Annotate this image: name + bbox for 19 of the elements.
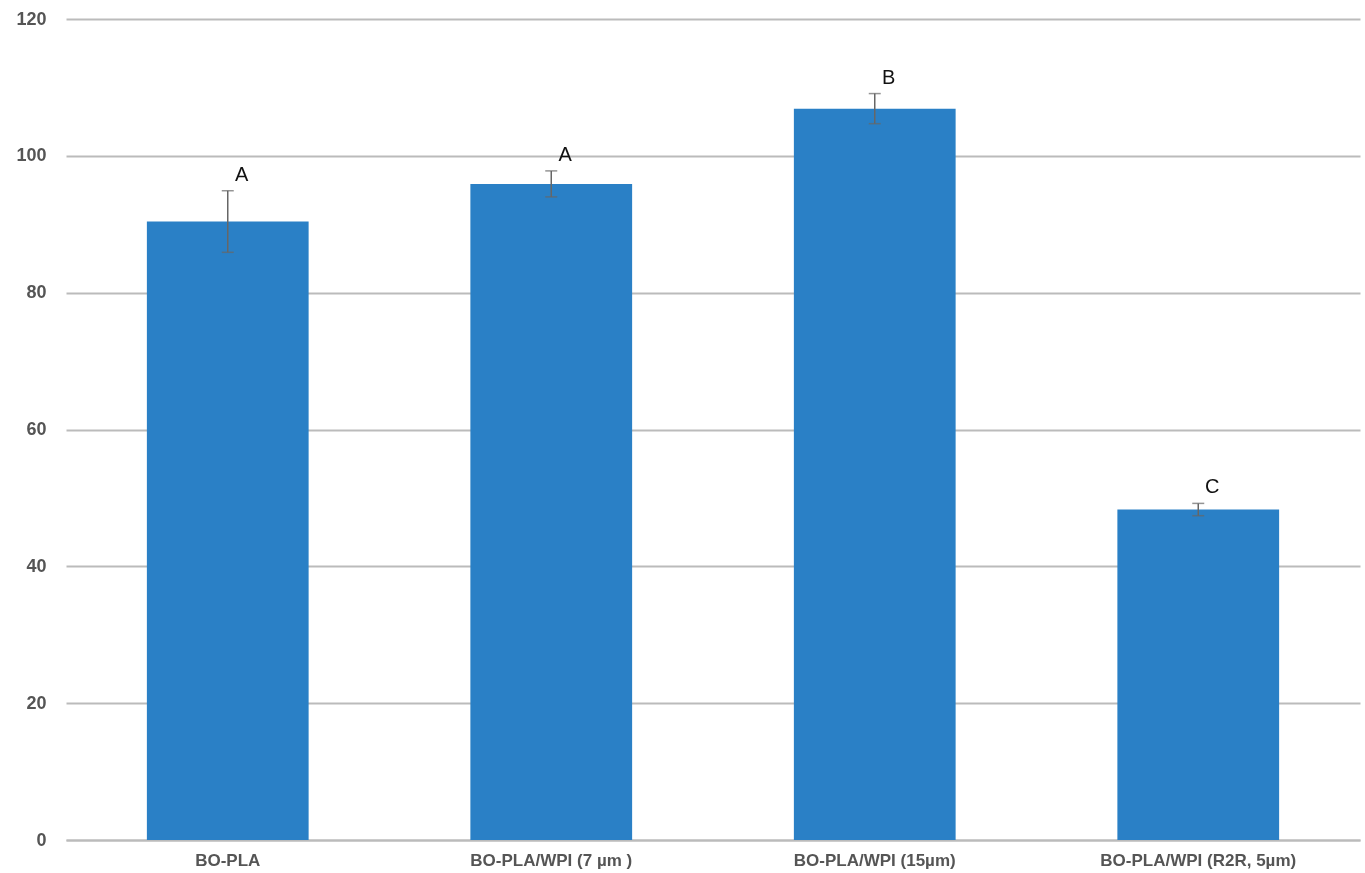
y-tick-label: 0: [36, 829, 47, 850]
annotation: B: [882, 65, 896, 88]
annotation: A: [558, 142, 573, 165]
y-tick-label: 60: [26, 419, 47, 439]
bar: [1117, 509, 1280, 840]
bar: [146, 221, 309, 840]
y-tick-label: 120: [16, 8, 47, 29]
bar: [793, 108, 956, 840]
y-tick-label: 40: [26, 555, 47, 576]
y-tick-label: 80: [26, 282, 47, 303]
annotation: C: [1205, 475, 1220, 498]
x-tick-label: BO-PLA: [195, 850, 261, 870]
y-tick-label: 20: [26, 692, 47, 713]
x-tick-label: BO-PLA/WPI (7 µm ): [470, 850, 633, 870]
annotation: A: [235, 162, 250, 185]
x-tick-label: BO-PLA/WPI (15µm): [793, 850, 956, 870]
x-tick-label: BO-PLA/WPI (R2R, 5µm): [1100, 850, 1297, 870]
bar: [470, 183, 633, 840]
y-tick-label: 100: [16, 145, 47, 166]
